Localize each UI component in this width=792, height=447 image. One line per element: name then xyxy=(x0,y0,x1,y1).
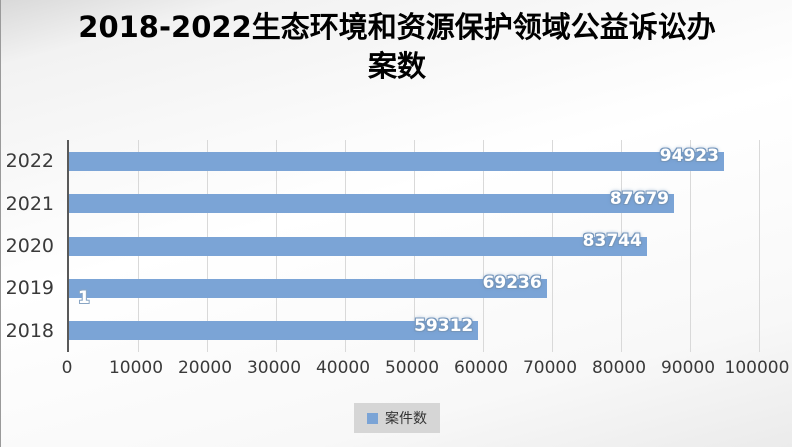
plot-area: 94923 87679 83744 69236 59312 1 xyxy=(67,140,760,352)
y-axis-label: 2018 xyxy=(5,319,54,342)
bar: 69236 xyxy=(69,273,547,298)
stray-data-label: 1 xyxy=(78,288,90,308)
gridline xyxy=(690,140,691,352)
x-axis-tick-label: 40000 xyxy=(315,358,371,378)
bar-value-label: 87679 xyxy=(609,188,669,209)
bar-value-label: 69236 xyxy=(482,273,542,294)
bar-value-label: 94923 xyxy=(659,146,719,167)
x-axis-tick-label: 20000 xyxy=(177,358,233,378)
chart-title: 2018-2022生态环境和资源保护领域公益诉讼办案数 xyxy=(78,10,716,84)
x-axis-tick-label: 0 xyxy=(61,358,73,378)
bar-value-label: 59312 xyxy=(414,315,474,336)
x-axis-tick-label: 80000 xyxy=(591,358,647,378)
bar: 59312 xyxy=(69,316,479,341)
y-axis-label: 2022 xyxy=(5,150,54,173)
bars-container: 94923 87679 83744 69236 59312 xyxy=(69,140,759,352)
y-axis-label: 2021 xyxy=(5,192,54,215)
bar-row: 94923 xyxy=(69,140,759,182)
x-axis-tick-label: 10000 xyxy=(108,358,164,378)
x-axis-tick-label: 50000 xyxy=(384,358,440,378)
bar-value-label: 83744 xyxy=(582,231,642,252)
bar-row: 87679 xyxy=(69,182,759,224)
x-axis-tick-label: 90000 xyxy=(660,358,716,378)
x-axis-tick-label: 100000 xyxy=(724,358,790,378)
x-axis-tick-label: 70000 xyxy=(522,358,578,378)
x-axis-tick-label: 60000 xyxy=(453,358,509,378)
y-axis-labels: 2022 2021 2020 2019 2018 xyxy=(1,140,61,352)
bar: 87679 xyxy=(69,189,674,214)
bar-row: 59312 xyxy=(69,310,759,352)
bar: 83744 xyxy=(69,231,647,256)
legend: 案件数 xyxy=(354,403,440,433)
bar-row: 83744 xyxy=(69,225,759,267)
gridline xyxy=(759,140,760,352)
bar: 94923 xyxy=(69,146,724,171)
x-axis-tick-label: 30000 xyxy=(246,358,302,378)
y-axis-label: 2020 xyxy=(5,235,54,258)
legend-label: 案件数 xyxy=(385,411,427,427)
y-axis-label: 2019 xyxy=(5,277,54,300)
bar-row: 69236 xyxy=(69,267,759,309)
x-axis-labels: 0 10000 20000 30000 40000 50000 60000 70000 8000… xyxy=(62,358,790,380)
legend-swatch-icon xyxy=(367,412,378,424)
